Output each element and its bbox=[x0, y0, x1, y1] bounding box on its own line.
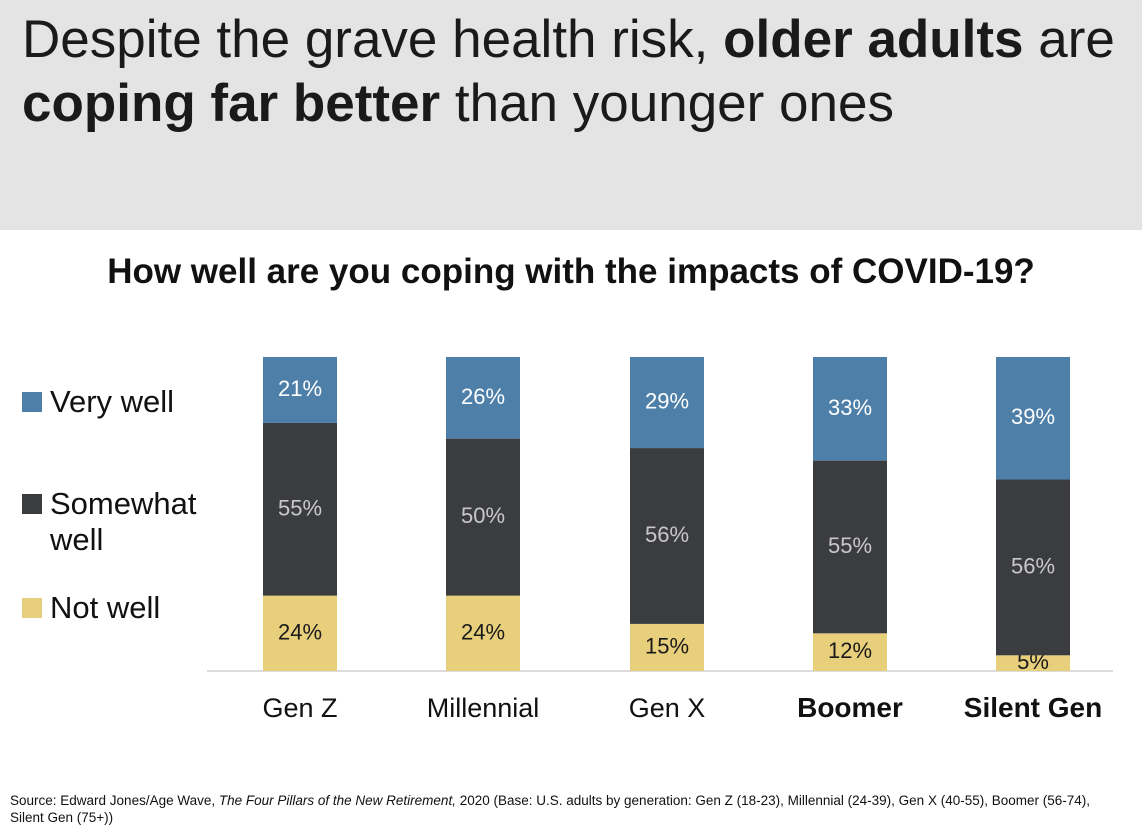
data-label-not-well-millennial: 24% bbox=[461, 619, 505, 644]
bar-segment-very-well-silent-gen bbox=[996, 357, 1070, 480]
category-label-gen-x: Gen X bbox=[629, 693, 706, 723]
bar-segment-somewhat-well-millennial bbox=[446, 438, 520, 596]
data-label-somewhat-well-silent-gen: 56% bbox=[1011, 553, 1055, 578]
bar-segment-somewhat-well-silent-gen bbox=[996, 479, 1070, 656]
headline-bold2: coping far better bbox=[22, 74, 441, 133]
bar-segment-not-well-millennial bbox=[446, 595, 520, 671]
data-label-not-well-gen-z: 24% bbox=[278, 619, 322, 644]
headline-part3: than younger ones bbox=[440, 74, 894, 133]
data-label-somewhat-well-millennial: 50% bbox=[461, 503, 505, 528]
category-label-boomer: Boomer bbox=[797, 692, 903, 723]
data-label-not-well-gen-x: 15% bbox=[645, 633, 689, 658]
data-label-very-well-gen-x: 29% bbox=[645, 389, 689, 414]
stacked-bar-chart: 24% 55% 21% Gen Z 24% 50% 26% Millennial 15% 56% 2… bbox=[207, 357, 1113, 723]
bar-segment-not-well-boomer bbox=[813, 633, 887, 671]
source-suffix: 2020 (Base: U.S. adults by generation: G… bbox=[10, 793, 1091, 825]
source-title: The Four Pillars of the New Retirement, bbox=[218, 793, 456, 808]
legend-label-very-well: Very well bbox=[50, 384, 175, 419]
data-label-very-well-boomer: 33% bbox=[828, 395, 872, 420]
bar-segment-somewhat-well-boomer bbox=[813, 460, 887, 634]
legend-swatch-very-well bbox=[22, 392, 42, 412]
headline-band bbox=[0, 0, 1142, 230]
headline-part2: are bbox=[1023, 10, 1115, 69]
legend-swatch-somewhat-well bbox=[22, 494, 42, 514]
bar-segment-very-well-gen-z bbox=[263, 357, 337, 423]
headline-part1: Despite the grave health risk, bbox=[22, 10, 724, 69]
data-label-not-well-boomer: 12% bbox=[828, 638, 872, 663]
bar-segment-very-well-boomer bbox=[813, 357, 887, 461]
headline: Despite the grave health risk, older adu… bbox=[22, 8, 1122, 136]
source-note: Source: Edward Jones/Age Wave, The Four … bbox=[10, 792, 1110, 826]
category-label-gen-z: Gen Z bbox=[262, 693, 337, 723]
bar-segment-not-well-gen-z bbox=[263, 595, 337, 671]
data-label-somewhat-well-gen-z: 55% bbox=[278, 495, 322, 520]
source-prefix: Source: Edward Jones/Age Wave, bbox=[10, 793, 219, 808]
data-label-somewhat-well-boomer: 55% bbox=[828, 533, 872, 558]
chart-title: How well are you coping with the impacts… bbox=[107, 252, 1035, 291]
bar-segment-very-well-millennial bbox=[446, 357, 520, 439]
headline-bold1: older adults bbox=[723, 10, 1024, 69]
data-label-somewhat-well-gen-x: 56% bbox=[645, 522, 689, 547]
bar-segment-somewhat-well-gen-x bbox=[630, 448, 704, 624]
data-label-very-well-silent-gen: 39% bbox=[1011, 404, 1055, 429]
legend-swatch-not-well bbox=[22, 598, 42, 618]
category-label-millennial: Millennial bbox=[427, 693, 540, 723]
bar-segment-not-well-gen-x bbox=[630, 623, 704, 671]
legend-label-not-well: Not well bbox=[50, 590, 161, 625]
bar-segment-somewhat-well-gen-z bbox=[263, 422, 337, 596]
bar-segment-not-well-silent-gen bbox=[996, 655, 1070, 671]
category-label-silent-gen: Silent Gen bbox=[964, 692, 1102, 723]
bar-segment-very-well-gen-x bbox=[630, 357, 704, 449]
legend-label-somewhat-well: Somewhat well bbox=[50, 486, 197, 557]
data-label-very-well-millennial: 26% bbox=[461, 384, 505, 409]
data-label-very-well-gen-z: 21% bbox=[278, 376, 322, 401]
